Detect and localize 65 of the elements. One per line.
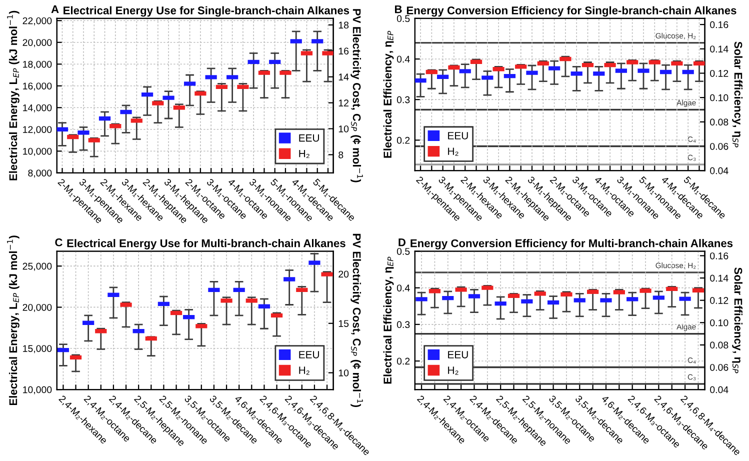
y2-tick-label: 15	[338, 320, 349, 327]
y-tick-label: 0.3	[396, 96, 410, 104]
y2-tick-label: 0.06	[710, 364, 728, 371]
y-axis-title: Electrical Energy, L$_{EP}$ (kJ mol$^{−1}$)	[7, 10, 20, 180]
legend-label: H₂	[448, 148, 458, 156]
legend-label: EEU	[448, 351, 468, 358]
y2-axis-title: Solar Efficiency, η$_{SP}$	[732, 267, 742, 374]
y-axis-title: Electrical Energy, L$_{EP}$ (kJ mol$^{−1}$)	[7, 236, 20, 406]
legend-label: EEU	[448, 132, 468, 140]
y-tick-label: 0.4	[396, 56, 410, 63]
legend-label: EEU	[299, 351, 319, 358]
y2-tick-label: 20	[338, 270, 349, 278]
y-tick-label: 8,000	[28, 170, 52, 178]
y-tick-label: 18,000	[23, 60, 52, 69]
y-tick-label: 10,000	[23, 386, 52, 394]
legend-label: H₂	[448, 366, 458, 375]
y2-tick-label: 0.14	[710, 46, 728, 52]
y-axis-title: Electrical Efficiency, η$_{EP}$	[383, 30, 394, 158]
y2-tick-label: 0.10	[710, 94, 728, 102]
y-tick-label: 12,000	[23, 126, 52, 134]
y2-tick-label: 8	[338, 151, 344, 158]
y2-tick-label: 18	[338, 22, 349, 29]
text: C	[55, 238, 62, 246]
y2-tick-label: 0.12	[710, 297, 728, 304]
y2-tick-label: 0.14	[710, 274, 728, 282]
y-tick-label: 0.3	[396, 321, 410, 328]
y-tick-label: 10,000	[23, 148, 52, 156]
y2-tick-label: 0.04	[710, 167, 728, 174]
chart-title: Energy Conversion Efficiency for Single-branch-chain Alkanes	[406, 6, 736, 17]
y-tick-label: 0.4	[396, 284, 410, 292]
legend-label: H₂	[299, 366, 310, 375]
y-tick-label: 25,000	[22, 262, 52, 271]
y2-tick-label: 16	[338, 48, 349, 55]
y2-tick-label: 12	[338, 100, 348, 106]
y2-axis-title: Solar Efficiency, η$_{SP}$	[732, 42, 742, 148]
chart-title: Electrical Energy Use for Single-branch-chain Alkanes	[64, 6, 350, 17]
text: B	[395, 5, 402, 14]
y-tick-label: 0.2	[396, 136, 410, 144]
legend-label: EEU	[299, 134, 319, 142]
y-tick-label: 20,000	[22, 39, 52, 48]
y-tick-label: 15,000	[23, 345, 52, 354]
y2-tick-label: 0.08	[710, 118, 728, 126]
y-axis-title: Electrical Efficiency, η$_{EP}$	[383, 256, 394, 384]
y-tick-label: 22,000	[22, 17, 52, 26]
y-tick-label: 20,000	[22, 304, 52, 312]
y2-tick-label: 14	[338, 74, 349, 80]
y2-tick-label: 10	[338, 369, 349, 376]
y2-tick-label: 0.16	[710, 21, 728, 28]
legend-label: H₂	[299, 150, 310, 158]
y2-tick-label: 0.04	[710, 386, 728, 394]
text: D	[398, 238, 406, 246]
y2-tick-label: 0.10	[710, 319, 728, 326]
y-tick-label: 0.2	[396, 358, 410, 365]
y2-tick-label: 0.12	[710, 70, 728, 77]
y-tick-label: 0.5	[396, 248, 410, 255]
chart-title: Energy Conversion Efficiency for Multi-branch-chain Alkanes	[410, 239, 733, 250]
chart-title: Electrical Energy Use for Multi-branch-chain Alkanes	[67, 239, 346, 250]
text: A	[51, 5, 59, 14]
y2-tick-label: 0.06	[710, 142, 728, 150]
y-tick-label: 16,000	[23, 82, 52, 91]
y2-tick-label: 10	[338, 125, 349, 132]
y2-tick-label: 0.16	[710, 252, 728, 260]
y2-tick-label: 0.08	[710, 342, 728, 349]
y-tick-label: 14,000	[23, 104, 52, 112]
y-tick-label: 0.5	[396, 15, 410, 22]
